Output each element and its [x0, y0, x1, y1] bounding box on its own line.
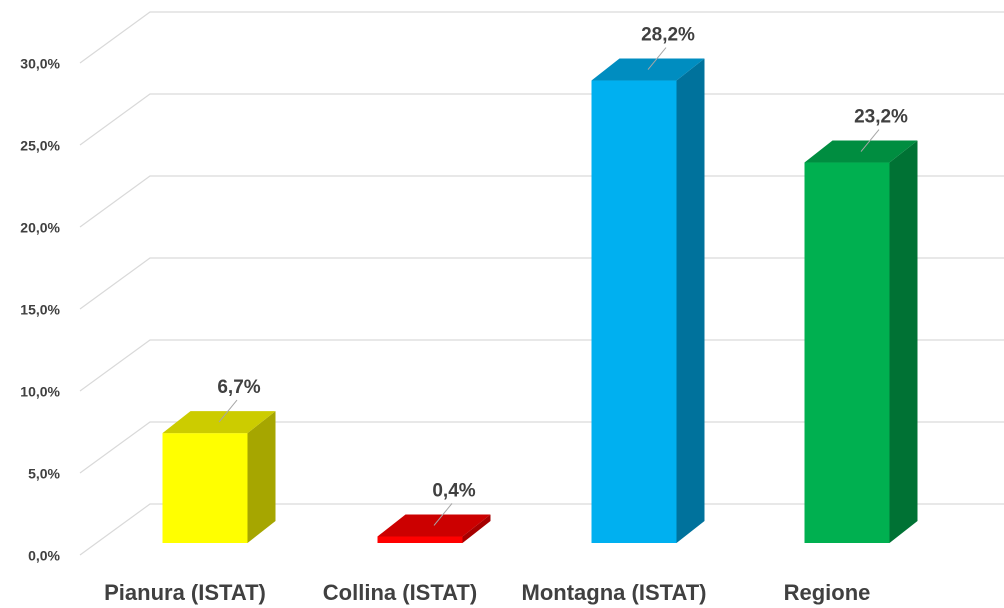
- y-tick-label: 10,0%: [20, 384, 60, 400]
- grid-line: [79, 257, 1004, 310]
- bar: [804, 162, 890, 543]
- grid-line: [79, 339, 1004, 392]
- value-label: 6,7%: [217, 377, 260, 398]
- grid-line: [79, 93, 1004, 146]
- value-label: 28,2%: [641, 25, 695, 46]
- x-tick-label: Montagna (ISTAT): [522, 580, 707, 605]
- grid-line: [79, 175, 1004, 228]
- bar: [377, 536, 463, 543]
- bar: [162, 433, 248, 543]
- bar-side: [462, 514, 491, 543]
- bar-side: [676, 58, 705, 544]
- y-tick-label: 0,0%: [28, 548, 60, 564]
- leader-line: [218, 399, 238, 423]
- leader-line: [647, 47, 667, 70]
- grid-line: [79, 503, 1004, 556]
- grid-line: [79, 11, 1004, 64]
- y-tick-label: 30,0%: [20, 56, 60, 72]
- bar-side: [247, 411, 276, 543]
- x-tick-label: Regione: [784, 580, 871, 605]
- x-tick-label: Pianura (ISTAT): [104, 580, 266, 605]
- grid-line: [79, 421, 1004, 474]
- y-tick-label: 25,0%: [20, 138, 60, 154]
- leader-line: [860, 129, 880, 152]
- y-tick-label: 15,0%: [20, 302, 60, 318]
- leader-line: [433, 503, 453, 526]
- y-tick-label: 5,0%: [28, 466, 60, 482]
- y-tick-label: 20,0%: [20, 220, 60, 236]
- value-label: 0,4%: [432, 480, 475, 501]
- value-label: 23,2%: [854, 107, 908, 128]
- bar-side: [889, 140, 918, 543]
- bar: [591, 80, 677, 544]
- x-tick-label: Collina (ISTAT): [323, 580, 477, 605]
